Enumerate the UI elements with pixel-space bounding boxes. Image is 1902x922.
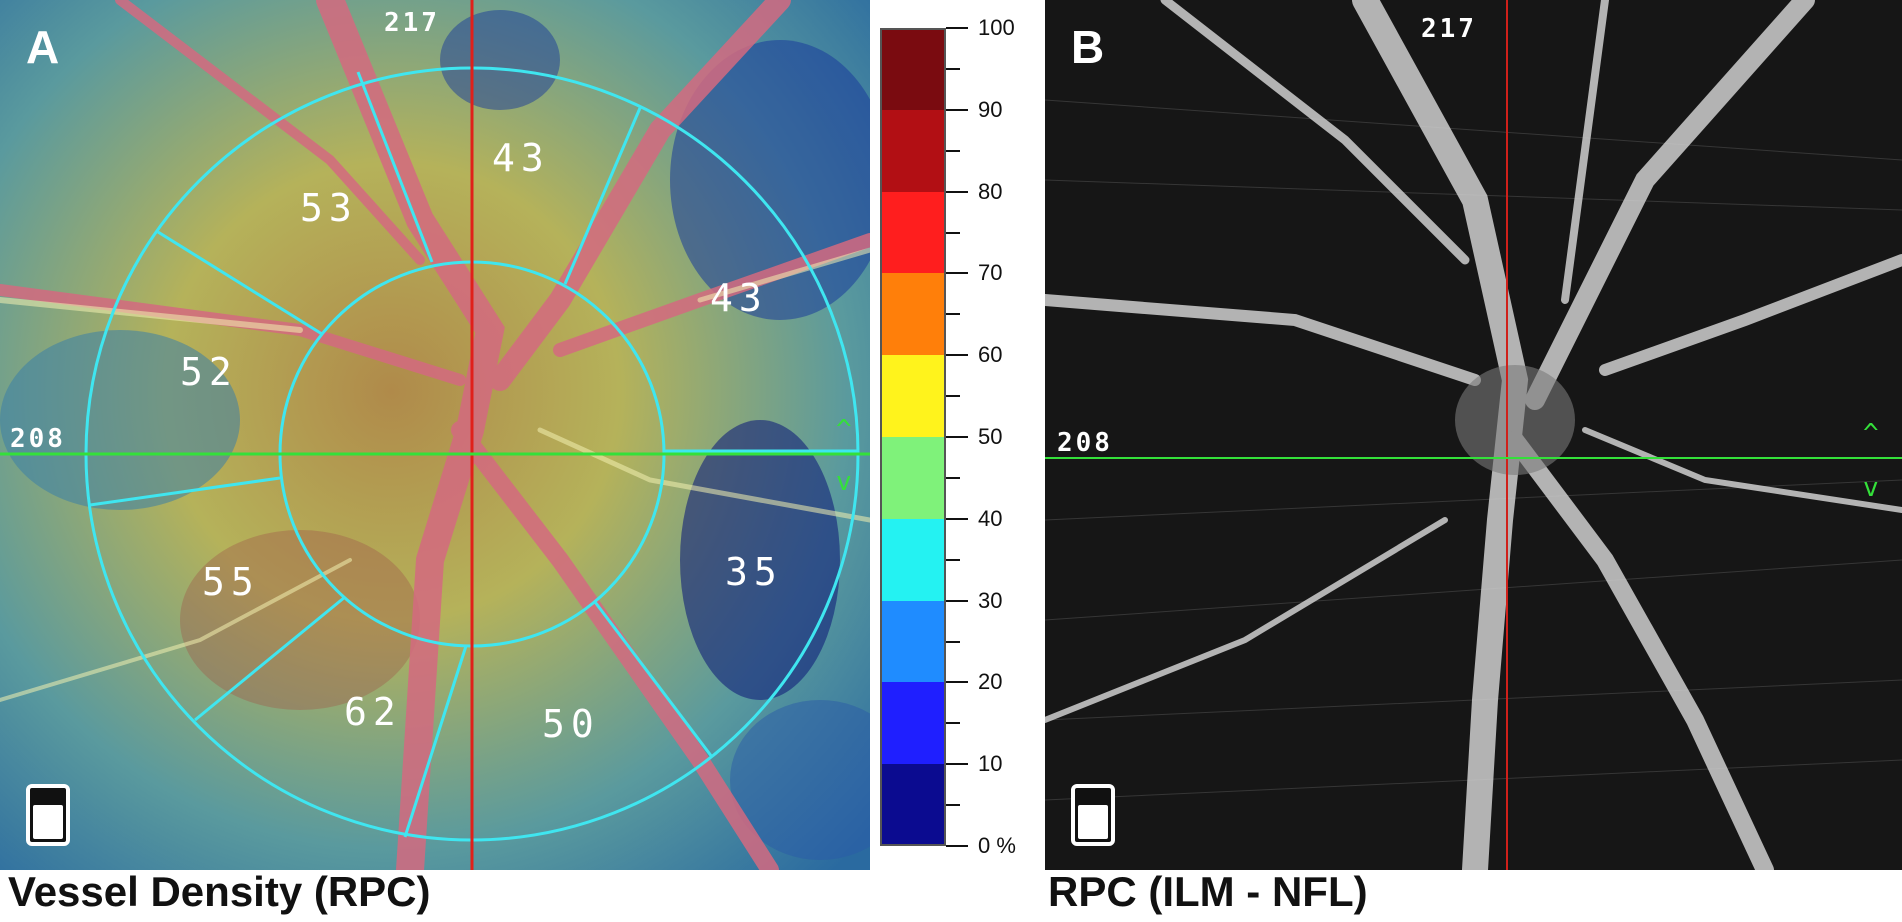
svg-text:v: v: [836, 467, 852, 497]
density-heatmap: [0, 0, 870, 870]
scale-label: 40: [978, 505, 1003, 531]
sector-divider: [593, 601, 714, 758]
sector-value-nasal-inferior: 35: [725, 550, 783, 594]
scale-tick: [946, 190, 968, 193]
scale-segment: [880, 682, 946, 765]
svg-text:^: ^: [836, 415, 852, 445]
scale-segment: [880, 600, 946, 683]
scale-label: 100: [978, 15, 1015, 40]
sector-value-temporal-superior: 52: [180, 350, 238, 394]
scale-tick: [946, 272, 968, 275]
scale-tick: [946, 804, 960, 807]
vessel-density-map: ^ v A 217 208 43 53 43 52 35 55 62 50: [0, 0, 870, 870]
color-scale: 100 90 80 70 60 50 40 30 20 10 0 %: [880, 15, 1045, 860]
svg-text:v: v: [1863, 473, 1879, 503]
scale-tick: [946, 149, 960, 152]
scale-border: [880, 28, 946, 846]
scale-tick: [946, 845, 968, 847]
scale-tick: [946, 67, 960, 70]
top-marker: 217: [1421, 14, 1477, 44]
panel-a-caption: Vessel Density (RPC): [8, 868, 431, 915]
angiogram-image: ^ v: [1045, 0, 1902, 870]
svg-text:^: ^: [1863, 419, 1879, 449]
top-marker: 217: [384, 8, 440, 38]
scale-tick: [946, 313, 960, 316]
scale-label: 20: [978, 669, 1003, 695]
sector-value-inferior-nasal: 50: [542, 702, 600, 746]
panel-label: B: [1071, 21, 1105, 73]
scale-tick: [946, 558, 960, 561]
scale-label: 70: [978, 260, 1003, 286]
sector-value-nasal-superior: 43: [710, 276, 768, 320]
sector-divider: [194, 595, 346, 722]
scale-tick: [946, 599, 968, 602]
scale-tick: [946, 436, 968, 438]
scale-segment: [880, 355, 946, 437]
scale-tick: [946, 27, 968, 29]
panel-label: A: [26, 21, 60, 73]
scale-tick: [946, 640, 960, 643]
eye-icon: [26, 784, 70, 846]
left-marker: 208: [1057, 428, 1113, 458]
scale-tick: [946, 763, 968, 766]
scale-tick: [946, 722, 960, 725]
scale-segment: [880, 764, 946, 846]
scale-segment: [880, 437, 946, 519]
scale-segment: [880, 518, 946, 601]
left-marker: 208: [10, 424, 66, 454]
scale-label: 50: [978, 424, 1003, 449]
scale-tick: [946, 395, 960, 398]
sector-divider: [157, 230, 323, 336]
eye-icon: [1071, 784, 1115, 846]
sector-value-inferior-temporal: 62: [344, 690, 402, 734]
scale-label: 0 %: [978, 833, 1016, 858]
panel-b-caption: RPC (ILM - NFL): [1048, 868, 1368, 915]
scale-label: 10: [978, 751, 1003, 777]
scale-tick: [946, 108, 968, 111]
scale-segment: [880, 109, 946, 192]
sector-divider: [89, 476, 281, 507]
scale-tick: [946, 354, 968, 357]
sector-grid: ^ v: [0, 0, 870, 870]
scale-segment: [880, 191, 946, 274]
scale-label: 80: [978, 178, 1003, 204]
scale-tick: [946, 231, 960, 234]
sector-value-superior-nasal: 43: [492, 136, 550, 180]
scale-segment: [880, 28, 946, 110]
scale-tick: [946, 681, 968, 684]
scale-label: 30: [978, 587, 1003, 613]
sector-divider: [563, 107, 642, 285]
sector-divider: [356, 71, 434, 263]
scale-tick: [946, 476, 960, 479]
sector-divider: [403, 645, 468, 838]
scale-label: 90: [978, 96, 1003, 122]
sector-value-temporal-inferior: 55: [202, 560, 260, 604]
scale-tick: [946, 517, 968, 520]
sector-value-superior-temporal: 53: [300, 186, 358, 230]
scale-label: 60: [978, 342, 1003, 368]
rpc-angiogram: ^ v B 217 208: [1045, 0, 1902, 870]
scale-segment: [880, 273, 946, 356]
